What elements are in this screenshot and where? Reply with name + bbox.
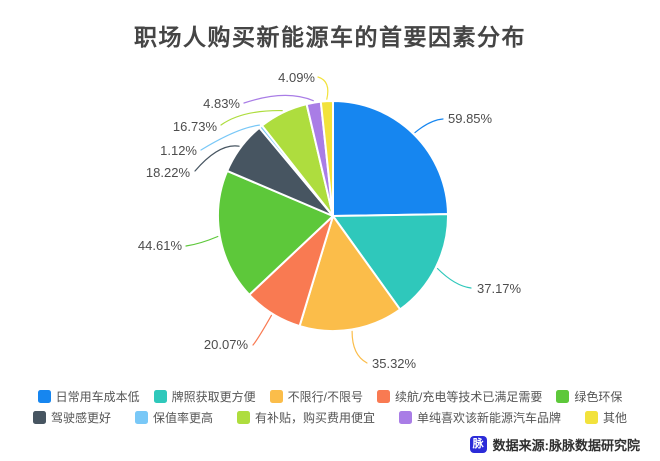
legend-swatch [134,411,148,424]
slice-percent-label-5: 18.22% [146,165,191,180]
legend-item[interactable]: 不限行/不限号 [269,388,363,405]
slice-percent-label-1: 37.17% [477,281,522,296]
data-source-label: 数据来源:脉脉数据研究院 [492,438,640,453]
legend-label: 其他 [603,411,628,425]
pie-slice-0[interactable] [332,100,449,217]
legend: 日常用车成本低 牌照获取更方便 不限行/不限号 续航/充电等技术已满足需要 绿色环保 驾… [0,386,660,428]
legend-swatch [269,390,283,403]
legend-item[interactable]: 绿色环保 [556,388,622,405]
legend-swatch [236,411,250,424]
leader-line-0 [414,118,444,134]
leader-line-9 [317,76,329,100]
legend-item[interactable]: 日常用车成本低 [37,388,140,405]
slice-percent-label-9: 4.09% [278,70,315,85]
legend-swatch [37,390,51,403]
legend-item[interactable]: 保值率更高 [134,409,213,426]
legend-label: 不限行/不限号 [287,390,363,404]
legend-item[interactable]: 续航/充电等技术已满足需要 [377,388,542,405]
leader-line-5 [194,145,240,172]
data-source: 脉 数据来源:脉脉数据研究院 [469,435,640,454]
slice-percent-label-4: 44.61% [138,238,183,253]
legend-label: 驾驶感更好 [50,411,111,425]
slice-percent-label-0: 59.85% [448,111,493,126]
leader-line-3 [252,314,272,346]
legend-item[interactable]: 其他 [585,409,627,426]
slice-percent-label-8: 4.83% [203,96,240,111]
legend-item[interactable]: 驾驶感更好 [32,409,111,426]
legend-label: 单纯喜欢该新能源汽车品牌 [417,411,562,425]
legend-item[interactable]: 单纯喜欢该新能源汽车品牌 [399,409,561,426]
slice-percent-label-3: 20.07% [204,337,249,352]
leader-line-2 [351,330,368,364]
legend-row-1: 日常用车成本低 牌照获取更方便 不限行/不限号 续航/充电等技术已满足需要 绿色环保 [0,386,660,407]
pie-slice-4[interactable] [217,169,334,296]
legend-item[interactable]: 牌照获取更方便 [153,388,256,405]
legend-label: 日常用车成本低 [55,390,140,404]
pie-slice-9[interactable] [319,99,334,217]
leader-line-6 [200,124,260,151]
legend-row-2: 驾驶感更好 保值率更高 有补贴，购买费用便宜 单纯喜欢该新能源汽车品牌 其他 [0,407,660,428]
legend-swatch [556,390,570,403]
legend-label: 保值率更高 [152,411,213,425]
legend-swatch [585,411,599,424]
leader-line-4 [185,235,219,247]
pie-chart-svg: 59.85% 37.17% 35.32% 20.07% 44.61% 18.22% 1.12… [138,70,522,371]
pie-slice-1[interactable] [332,213,450,311]
leader-line-1 [436,267,472,289]
legend-swatch [32,411,46,424]
slice-percent-label-6: 1.12% [160,143,197,158]
leader-line-8 [243,94,314,104]
legend-label: 续航/充电等技术已满足需要 [395,390,543,404]
legend-swatch [153,390,167,403]
legend-label: 有补贴，购买费用便宜 [254,411,375,425]
chart-title: 职场人购买新能源车的首要因素分布 [134,24,526,50]
slice-percent-label-7: 16.73% [173,119,218,134]
legend-label: 绿色环保 [574,390,623,404]
leader-line-7 [220,109,283,126]
legend-label: 牌照获取更方便 [171,390,256,404]
legend-swatch [399,411,412,424]
maimai-logo-icon: 脉 [469,436,487,453]
slice-percent-label-2: 35.32% [372,356,417,371]
legend-swatch [377,390,390,403]
legend-item[interactable]: 有补贴，购买费用便宜 [236,409,375,426]
